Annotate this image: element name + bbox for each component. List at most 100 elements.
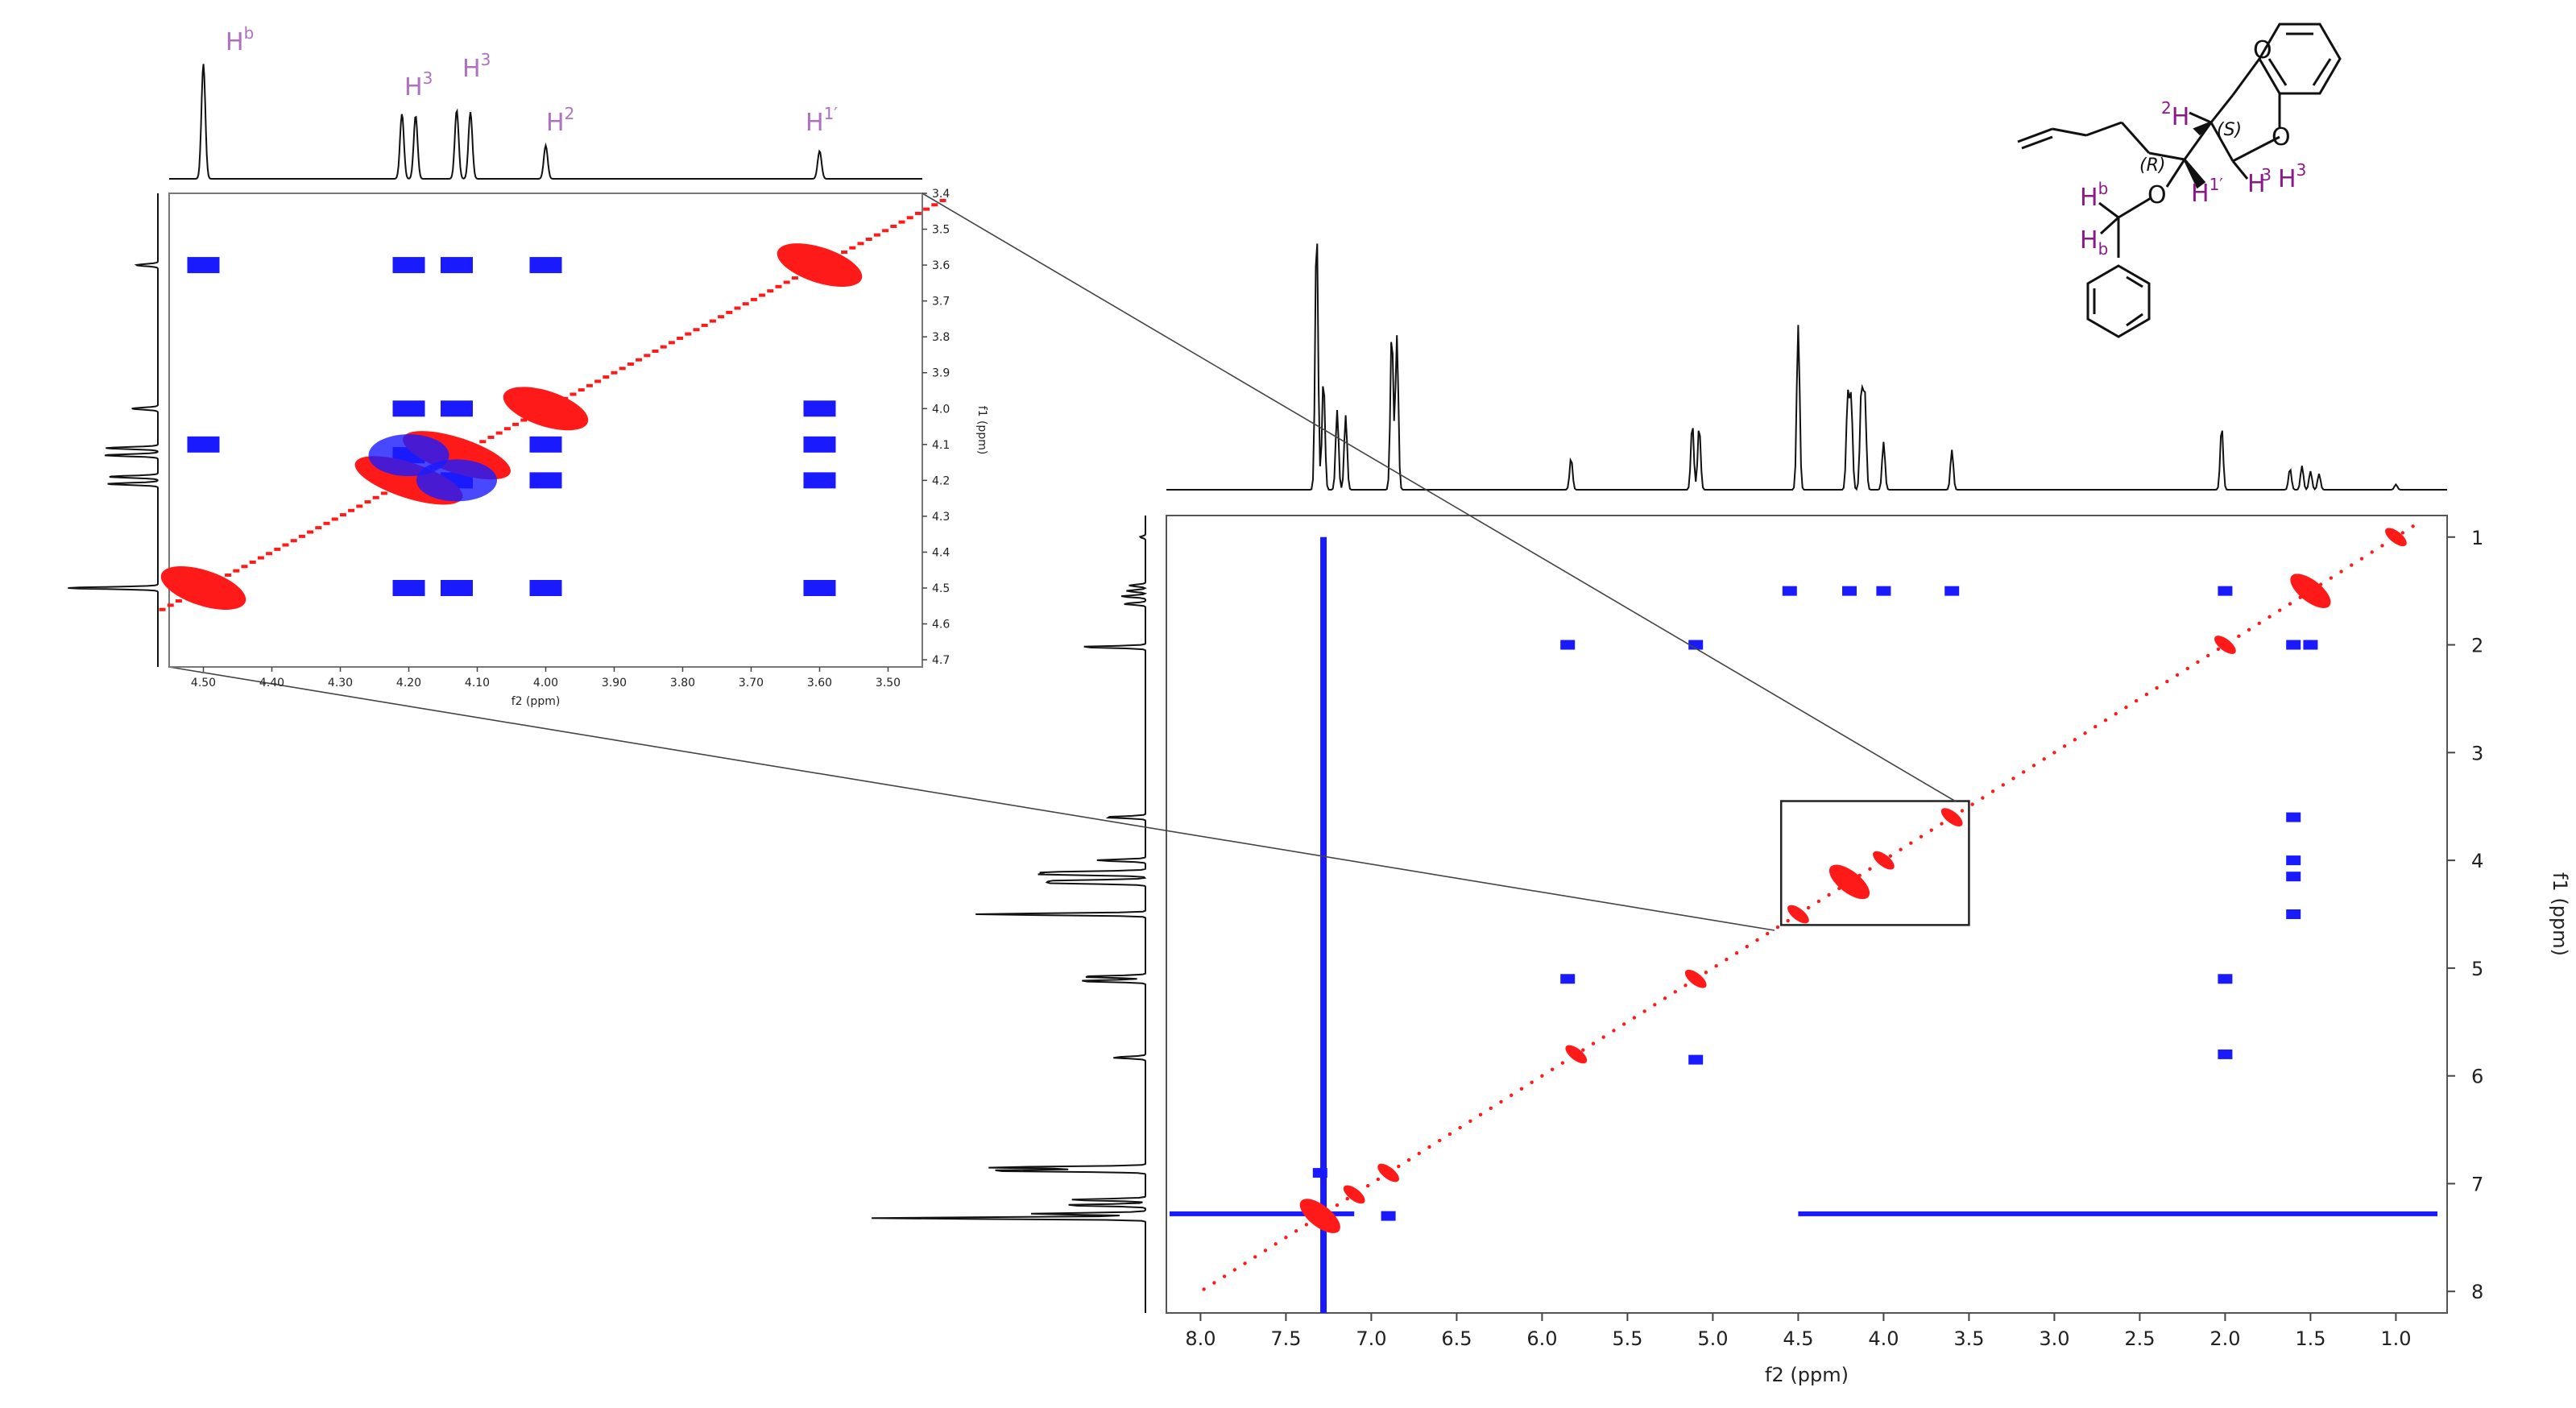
diagonal-trace [1806,905,1811,910]
inset-diagonal-trace [923,207,930,211]
inset-diagonal-trace [594,379,602,383]
x-tick-label: 4.0 [1868,1327,1899,1350]
inset-y-tick-label: 4.4 [932,546,950,559]
diagonal-trace [2247,627,2251,632]
x-tick-label: 3.5 [1953,1327,1984,1350]
inset-diagonal-trace [742,302,749,306]
h-bond [2099,216,2120,235]
inset-x-tick-label: 4.30 [328,677,353,690]
inset-diagonal-trace [487,435,495,439]
peak-label-h3b: H3 [462,50,491,83]
inset-diagonal-trace [718,315,725,319]
inset-diagonal-trace [668,341,675,345]
inset-x-ticks: 4.50 4.40 4.30 4.20 4.10 4.00 3.90 3.80 3.70 3.60… [191,667,901,690]
diagonal-trace [2155,685,2159,690]
inset-left-1d-spectrum [68,193,159,667]
diagonal-trace [1263,1249,1268,1253]
inset-cross-peak [187,436,220,453]
inset-x-tick-label: 4.00 [533,677,558,690]
diagonal-trace [1621,1022,1626,1026]
inset-cross-peak [392,580,425,596]
bond [2231,58,2261,96]
diagonal-trace [1734,950,1739,955]
inset-diagonal-trace [257,556,264,560]
diagonal-peak [1828,864,1870,900]
inset-x-tick-label: 4.10 [465,677,490,690]
inset-y-tick-label: 4.1 [932,439,950,452]
inset-cross-peak [529,472,562,489]
inset-diagonal-trace [307,530,314,534]
x-tick-label: 5.0 [1697,1327,1728,1350]
inset-diagonal-trace [603,375,610,379]
diagonal-trace [1745,944,1749,949]
diagonal-trace [1417,1151,1421,1156]
inset-diagonal-trace [298,534,305,538]
diagonal-trace [2062,744,2067,748]
inset-diagonal-trace [636,358,643,362]
main-y-ticks: 1 2 3 4 5 6 7 8 [2447,527,2483,1303]
inset-diagonal-trace [709,319,716,323]
inset-diagonal-trace [791,276,798,280]
inset-cross-peak [803,580,836,596]
h3-label-b: H3 [2278,160,2306,193]
main-peaks-layer [1170,524,2437,1313]
diagonal-trace [1970,802,1974,806]
inset-cross-peak [187,257,220,274]
inset-y-ticks: 3.4 3.5 3.6 3.7 3.8 3.9 4.0 4.1 4.2 4.3 4.4 4.5 4.6 4… [922,188,950,667]
y-tick-label: 7 [2471,1173,2483,1195]
diagonal-trace [1960,809,1965,813]
inset-diagonal-trace [882,229,889,233]
inset-cross-peak [441,580,473,596]
diagonal-trace [2339,569,2343,574]
cross-peak [2218,1049,2233,1059]
main-left-1d-spectrum [872,516,1148,1313]
inset-y-tick-label: 3.8 [932,331,950,344]
bond [2209,122,2234,162]
diagonal-trace [2011,776,2015,781]
inset-cross-peak [803,400,836,417]
inset-diagonal-peak [503,387,589,431]
diagonal-trace [2134,698,2139,703]
diagonal-peak [1684,969,1707,988]
inset-diagonal-trace [233,569,240,573]
y-tick-label: 4 [2471,850,2483,872]
peak-label-hb: Hb [226,23,254,56]
inset-diagonal-trace [693,328,700,332]
diagonal-trace [1458,1125,1462,1130]
diagonal-trace [1468,1119,1472,1124]
bond [2232,135,2280,163]
diagonal-trace [1827,892,1831,897]
solvent-stripe-horizontal [1170,1211,1355,1216]
inset-y-tick-label: 4.5 [932,582,950,595]
peak-label-h1prime: H1′ [806,104,838,137]
diagonal-trace [1755,938,1759,942]
inset-diagonal-trace [331,517,338,521]
diagonal-trace [1642,1009,1646,1013]
inset-diagonal-trace [290,539,297,543]
diagonal-trace [1714,964,1718,968]
diagonal-trace [1612,1029,1616,1033]
diagonal-trace [2400,531,2405,535]
inset-top-1d-spectrum [169,64,922,180]
inset-overlap-peak [416,459,497,502]
cross-peak [2286,640,2301,650]
ring-double-bond [2267,58,2288,86]
inset-diagonal-trace [315,526,322,530]
inset-y-tick-label: 4.0 [932,403,950,416]
diagonal-trace [1766,931,1770,936]
inset-diagonal-peak [160,566,246,610]
diagonal-peak [1873,851,1895,870]
oxygen-label: O [2147,181,2167,209]
bond [2118,197,2151,219]
inset-x-tick-label: 4.40 [259,677,284,690]
bond [2085,121,2123,137]
cross-peak [2286,909,2301,919]
x-tick-label: 7.5 [1270,1327,1301,1350]
cross-peak [2286,855,2301,866]
diagonal-trace [2237,634,2241,639]
inset-x-tick-label: 3.60 [807,677,832,690]
diagonal-trace [1376,1177,1381,1182]
inset-diagonal-trace [931,203,938,207]
diagonal-trace [1345,1196,1349,1201]
